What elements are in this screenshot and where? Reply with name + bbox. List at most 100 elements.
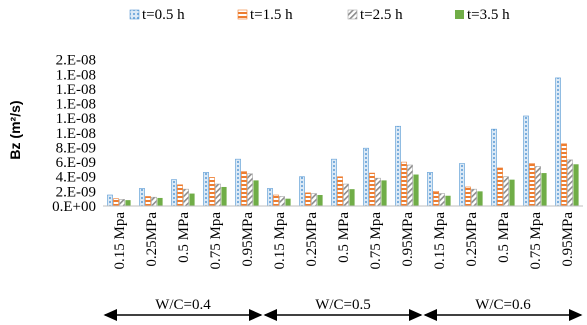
bar-t-2-5-h — [535, 166, 541, 207]
bar-t-2-5-h — [311, 193, 317, 207]
bar-t-0-5-h — [139, 188, 145, 207]
x-tick-label: 0.25MPa — [304, 212, 320, 267]
bar-t-3-5-h — [349, 189, 355, 206]
bar-t-3-5-h — [125, 200, 131, 206]
group-label: W/C=0.5 — [315, 297, 371, 313]
y-tick-label: 1.E-08 — [56, 126, 96, 142]
bar-t-1-5-h — [497, 167, 503, 207]
bar-t-3-5-h — [285, 198, 291, 206]
bar-t-0-5-h — [299, 176, 305, 207]
y-axis-label: Bz (m²/s) — [7, 100, 23, 159]
x-tick-label: 0.95MPa — [400, 212, 416, 267]
bar-t-3-5-h — [253, 180, 259, 206]
bar-t-2-5-h — [119, 199, 125, 207]
bar-t-0-5-h — [107, 194, 113, 207]
y-tick-label: 4.E-09 — [56, 170, 96, 186]
bar-t-0-5-h — [331, 158, 337, 207]
x-tick-label: 0.5 MPa — [496, 212, 512, 263]
bar-t-0-5-h — [203, 172, 209, 207]
group-brackets: W/C=0.4 W/C=0.5 W/C=0.6 — [103, 297, 583, 321]
bar-t-2-5-h — [407, 164, 413, 207]
legend-swatch — [237, 9, 248, 20]
y-axis: 0.E+002.E-094.E-096.E-098.E-091.E-081.E-… — [52, 53, 96, 215]
y-tick-label: 1.E-08 — [56, 67, 96, 83]
bar-t-3-5-h — [413, 174, 419, 206]
bar-t-1-5-h — [337, 176, 343, 207]
bar-t-1-5-h — [529, 163, 535, 207]
y-tick-label: 2.E-08 — [56, 53, 96, 69]
y-tick-label: 6.E-09 — [56, 155, 96, 171]
bar-t-2-5-h — [215, 183, 221, 207]
bar-t-0-5-h — [267, 188, 273, 207]
bar-t-2-5-h — [151, 196, 157, 207]
y-tick-label: 0.E+00 — [52, 199, 96, 215]
bar-t-3-5-h — [189, 193, 195, 206]
group-label: W/C=0.6 — [475, 297, 531, 313]
bar-t-3-5-h — [541, 173, 547, 206]
legend-swatch — [455, 10, 464, 19]
x-tick-label: 0.25MPa — [464, 212, 480, 267]
bar-t-1-5-h — [305, 192, 311, 207]
bar-t-0-5-h — [235, 158, 241, 207]
bar-t-1-5-h — [401, 161, 407, 207]
legend-swatch — [129, 9, 140, 20]
bar-t-3-5-h — [221, 186, 227, 206]
y-tick-label: 1.E-08 — [56, 97, 96, 113]
bar-t-0-5-h — [459, 163, 465, 207]
bars — [107, 77, 579, 207]
bar-t-2-5-h — [343, 183, 349, 207]
x-tick-label: 0.95MPa — [560, 212, 576, 267]
bar-t-1-5-h — [273, 194, 279, 207]
bar-t-3-5-h — [445, 195, 451, 206]
bar-t-1-5-h — [465, 186, 471, 207]
bar-t-2-5-h — [183, 188, 189, 207]
bar-t-2-5-h — [247, 173, 253, 207]
bar-t-1-5-h — [241, 171, 247, 207]
bar-t-0-5-h — [171, 179, 177, 207]
x-tick-label: 0.75 Mpa — [528, 212, 544, 270]
y-tick-label: 1.E-08 — [56, 111, 96, 127]
bar-t-1-5-h — [177, 184, 183, 207]
bar-t-1-5-h — [369, 172, 375, 207]
bar-t-2-5-h — [375, 177, 381, 207]
bar-t-2-5-h — [279, 196, 285, 207]
legend-label: t=0.5 h — [142, 7, 185, 23]
legend-label: t=2.5 h — [360, 7, 403, 23]
legend: t=0.5 h t=1.5 h t=2.5 h t=3.5 h — [129, 7, 510, 23]
legend-label: t=3.5 h — [467, 7, 510, 23]
legend-swatch — [347, 9, 358, 20]
bar-t-3-5-h — [477, 191, 483, 206]
group-label: W/C=0.4 — [155, 297, 211, 313]
bar-t-2-5-h — [439, 193, 445, 207]
bar-t-0-5-h — [555, 77, 561, 207]
bar-t-1-5-h — [561, 143, 567, 207]
bar-t-3-5-h — [509, 179, 515, 206]
x-axis: 0.15 Mpa 0.25MPa 0.5 MPa 0.75 Mpa 0.95MPa 0.1… — [103, 205, 583, 270]
bar-t-3-5-h — [381, 180, 387, 206]
bar-t-1-5-h — [145, 196, 151, 207]
x-tick-label: 0.5 MPa — [336, 212, 352, 263]
bar-t-3-5-h — [157, 197, 163, 206]
legend-label: t=1.5 h — [250, 7, 293, 23]
y-tick-label: 1.E-08 — [56, 82, 96, 98]
bar-t-3-5-h — [573, 164, 579, 206]
bar-t-0-5-h — [363, 147, 369, 207]
x-tick-label: 0.75 Mpa — [368, 212, 384, 270]
x-tick-label: 0.15 Mpa — [272, 212, 288, 270]
bar-t-1-5-h — [433, 191, 439, 207]
x-tick-label: 0.25MPa — [144, 212, 160, 267]
bar-t-0-5-h — [427, 172, 433, 207]
x-tick-label: 0.15 Mpa — [112, 212, 128, 270]
bar-t-3-5-h — [317, 195, 323, 206]
x-tick-label: 0.75 Mpa — [208, 212, 224, 270]
y-tick-label: 8.E-09 — [56, 140, 96, 156]
bar-t-0-5-h — [491, 128, 497, 207]
bar-t-2-5-h — [567, 159, 573, 207]
bar-t-2-5-h — [503, 176, 509, 207]
y-tick-label: 2.E-09 — [56, 184, 96, 200]
bar-t-1-5-h — [113, 198, 119, 207]
x-tick-label: 0.5 MPa — [176, 212, 192, 263]
bar-t-0-5-h — [523, 115, 529, 207]
bar-t-1-5-h — [209, 177, 215, 207]
